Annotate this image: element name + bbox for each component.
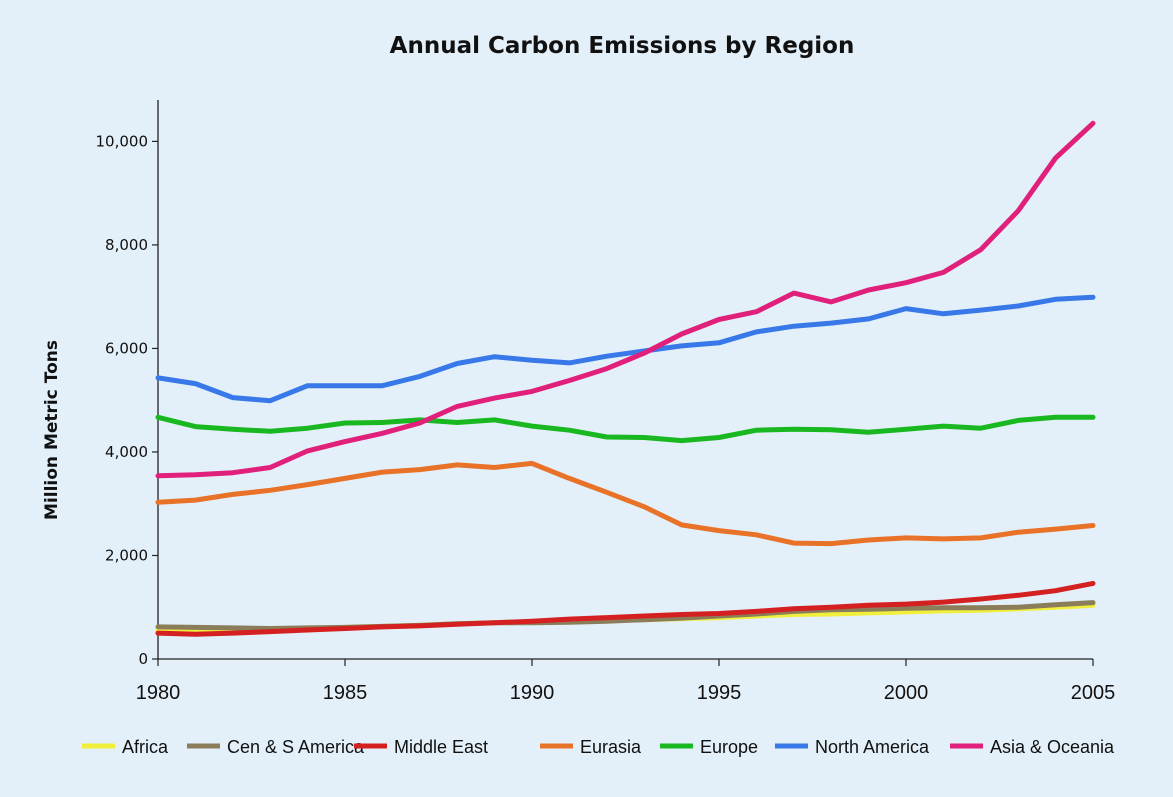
y-tick-label: 2,000 [105, 546, 148, 564]
legend-label: Eurasia [580, 737, 642, 757]
series-line-middle-east [155, 580, 1096, 637]
y-ticks: 0 2,000 4,000 6,000 8,000 10,000 [96, 132, 158, 668]
x-ticks: 1980 1985 1990 1995 2000 2005 [136, 659, 1116, 704]
series-line-asia-oceania [155, 120, 1096, 479]
legend-item: Africa [82, 737, 169, 757]
y-tick-label: 0 [138, 650, 148, 668]
x-tick-label: 1990 [510, 682, 555, 704]
y-axis-label: Million Metric Tons [42, 340, 62, 520]
legend-item: North America [775, 737, 930, 757]
x-tick-label: 1980 [136, 682, 181, 704]
series-line-eurasia [155, 460, 1096, 547]
legend-item: Cen & S America [187, 737, 365, 757]
x-tick-label: 2000 [884, 682, 929, 704]
series-line-north-america [155, 294, 1096, 404]
x-tick-label: 1995 [697, 682, 742, 704]
legend-label: Europe [700, 737, 758, 757]
legend-label: Cen & S America [227, 737, 365, 757]
axes [157, 100, 1093, 660]
legend: Africa Cen & S America Middle East Eurasia E… [82, 737, 1115, 757]
series-line-europe [155, 414, 1096, 444]
y-tick-label: 6,000 [105, 339, 148, 357]
x-tick-label: 2005 [1071, 682, 1116, 704]
legend-label: Africa [122, 737, 169, 757]
y-tick-label: 10,000 [96, 132, 149, 150]
chart-title: Annual Carbon Emissions by Region [390, 33, 855, 59]
legend-item: Middle East [354, 737, 488, 757]
legend-label: Asia & Oceania [990, 737, 1115, 757]
x-tick-label: 1985 [323, 682, 368, 704]
legend-item: Europe [660, 737, 758, 757]
y-tick-label: 8,000 [105, 236, 148, 254]
legend-label: Middle East [394, 737, 488, 757]
legend-item: Asia & Oceania [950, 737, 1115, 757]
series-lines [155, 120, 1096, 637]
y-tick-label: 4,000 [105, 443, 148, 461]
legend-item: Eurasia [540, 737, 642, 757]
legend-label: North America [815, 737, 930, 757]
